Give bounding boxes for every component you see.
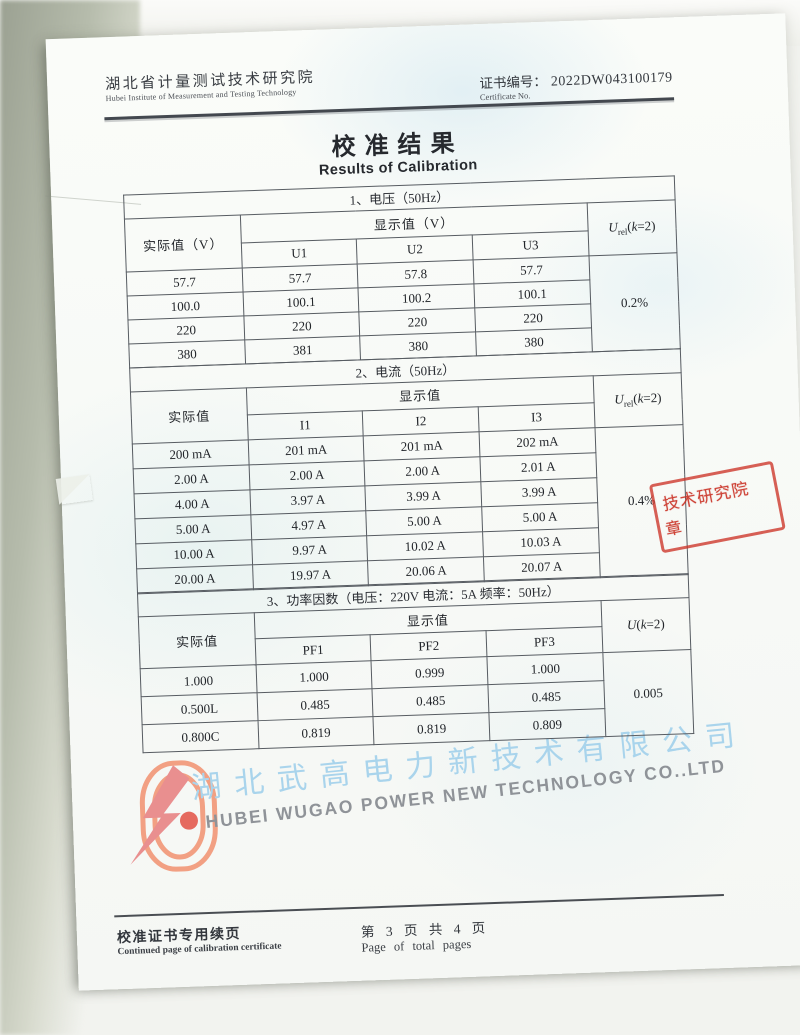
- uncertainty-header: U(k=2): [600, 597, 691, 653]
- table-cell: 1.000: [487, 652, 604, 685]
- uncertainty-header-part: =2): [646, 615, 665, 632]
- footer-rule: [114, 894, 724, 918]
- certificate-number-label-en: Certificate No.: [479, 90, 531, 103]
- certificate-number-line: 证书编号： 2022DW043100179: [479, 65, 673, 93]
- paper-fold: [55, 474, 93, 505]
- table-cell: 0.819: [373, 712, 490, 745]
- table-cell: 0.819: [257, 716, 375, 749]
- uncertainty-header-part: =2): [643, 390, 662, 406]
- table-cell: 0.809: [489, 708, 606, 741]
- table-cell: 0.485: [372, 684, 490, 717]
- uncertainty-header: Urel(k=2): [592, 372, 683, 428]
- table-cell: 1.000: [140, 664, 257, 697]
- uncertainty-header: Urel(k=2): [586, 199, 677, 256]
- header-rule: [104, 97, 675, 121]
- table-cell: 0.485: [256, 688, 374, 721]
- certificate-page: 湖北省计量测试技术研究院 Hubei Institute of Measurem…: [45, 13, 800, 991]
- channel-header: PF2: [370, 630, 488, 661]
- table-cell: 1.000: [255, 660, 373, 693]
- footer-page-number-en: Page of total pages: [361, 936, 472, 955]
- uncertainty-value: 0.005: [602, 649, 694, 737]
- uncertainty-header-part: rel: [623, 398, 634, 410]
- calibration-tables: 1、电压（50Hz） 实际值（V） 显示值（V） Urel(k=2) U1 U2 U3 57.…: [123, 175, 694, 753]
- actual-value-header: 实际值: [130, 387, 248, 444]
- certificate-number-label: 证书编号：: [479, 73, 548, 92]
- wugao-power-logo-icon: [130, 760, 218, 872]
- uncertainty-header-part: U: [614, 391, 624, 407]
- uncertainty-header-part: U: [626, 616, 637, 633]
- table-cell: 0.800C: [142, 720, 259, 753]
- calibration-table-2: 2、电流（50Hz） 实际值 显示值 Urel(k=2) I1 I2 I3 200 mA 201…: [129, 348, 689, 594]
- table-cell: 0.999: [371, 656, 489, 689]
- channel-header: PF1: [254, 634, 372, 665]
- actual-value-header: 实际值: [138, 612, 256, 670]
- calibration-table-3: 3、功率因数（电压：220V 电流：5A 频率：50Hz） 实际值 显示值 U(k=2…: [137, 573, 694, 753]
- table-cell: 0.500L: [141, 692, 258, 725]
- uncertainty-header-part: rel: [617, 226, 628, 238]
- uncertainty-value: 0.2%: [588, 252, 681, 352]
- uncertainty-header-part: U: [608, 219, 618, 235]
- table-cell: 0.485: [488, 680, 605, 713]
- actual-value-header: 实际值（V）: [124, 215, 242, 273]
- uncertainty-header-part: =2): [637, 218, 656, 234]
- channel-header: PF3: [486, 626, 603, 657]
- certificate-number-value: 2022DW043100179: [550, 70, 673, 90]
- calibration-table-1: 1、电压（50Hz） 实际值（V） 显示值（V） Urel(k=2) U1 U2 U3 57.…: [123, 175, 681, 368]
